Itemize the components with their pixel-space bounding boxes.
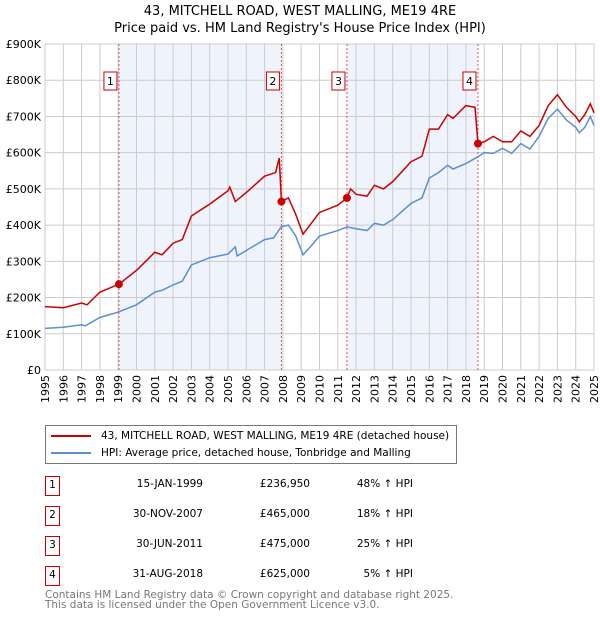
x-tick-label: 2014	[387, 375, 400, 403]
sale-hpi-diff: 25% ↑ HPI	[356, 538, 413, 550]
sale-hpi-diff: 18% ↑ HPI	[356, 508, 413, 520]
sale-price: £236,950	[259, 478, 310, 490]
sale-row: 3 30-JUN-2011 £475,000 25% ↑ HPI	[45, 536, 505, 556]
x-tick-label: 2005	[222, 375, 235, 403]
x-tick-label: 2003	[185, 375, 198, 403]
x-tick-label: 2023	[551, 375, 564, 403]
sale-marker-label: 1	[107, 75, 114, 88]
sale-date: 30-JUN-2011	[136, 538, 203, 550]
x-tick-label: 2016	[423, 375, 436, 403]
y-tick-label: £100K	[6, 328, 42, 341]
x-tick-label: 1998	[94, 375, 107, 403]
x-tick-label: 2020	[497, 375, 510, 403]
x-tick-label: 2006	[240, 375, 253, 403]
y-tick-label: £0	[27, 364, 41, 377]
footer-line: This data is licensed under the Open Gov…	[45, 599, 380, 611]
sale-marker-label: 4	[466, 75, 473, 88]
y-tick-label: £900K	[6, 38, 42, 51]
x-tick-label: 1999	[112, 375, 125, 403]
y-tick-label: £500K	[6, 183, 42, 196]
sale-row: 1 15-JAN-1999 £236,950 48% ↑ HPI	[45, 476, 505, 496]
sale-point	[277, 197, 286, 206]
x-tick-label: 2009	[295, 375, 308, 403]
sale-hpi-diff: 5% ↑ HPI	[363, 568, 413, 580]
y-tick-label: £800K	[6, 74, 42, 87]
x-tick-label: 2021	[515, 375, 528, 403]
sale-marker-badge	[265, 71, 280, 91]
x-tick-label: 2022	[533, 375, 546, 403]
sale-price: £465,000	[259, 508, 310, 520]
y-tick-label: £600K	[6, 147, 42, 160]
chart-subtitle: Price paid vs. HM Land Registry's House …	[114, 21, 486, 36]
legend-item-property: 43, MITCHELL ROAD, WEST MALLING, ME19 4R…	[46, 428, 449, 444]
shaded-period	[346, 44, 478, 370]
sale-badge: 2	[45, 506, 60, 526]
y-tick-label: £200K	[6, 292, 42, 305]
y-tick-label: £300K	[6, 255, 42, 268]
legend-item-hpi: HPI: Average price, detached house, Tonb…	[46, 445, 411, 461]
sale-marker-label: 2	[269, 75, 276, 88]
x-tick-label: 2010	[314, 375, 327, 403]
sale-price: £625,000	[259, 568, 310, 580]
sale-badge: 4	[45, 566, 60, 586]
sale-marker-badge	[331, 71, 346, 91]
x-tick-label: 2000	[131, 375, 144, 403]
sale-date: 15-JAN-1999	[136, 478, 203, 490]
sale-marker-label: 3	[335, 75, 342, 88]
x-tick-label: 2012	[350, 375, 363, 403]
x-tick-label: 2007	[259, 375, 272, 403]
x-tick-label: 2001	[149, 375, 162, 403]
sale-date: 31-AUG-2018	[132, 568, 203, 580]
legend-label: HPI: Average price, detached house, Tonb…	[101, 447, 411, 459]
sale-hpi-diff: 48% ↑ HPI	[356, 478, 413, 490]
x-tick-label: 1995	[39, 375, 52, 403]
footer-line: Contains HM Land Registry data © Crown c…	[45, 589, 454, 601]
legend: 43, MITCHELL ROAD, WEST MALLING, ME19 4R…	[45, 425, 457, 464]
sale-point	[114, 280, 123, 289]
sale-point	[342, 193, 351, 202]
sale-badge: 1	[45, 476, 60, 496]
y-tick-label: £400K	[6, 219, 42, 232]
sale-date: 30-NOV-2007	[132, 508, 203, 520]
x-tick-label: 2013	[368, 375, 381, 403]
sale-price: £475,000	[259, 538, 310, 550]
sale-row: 2 30-NOV-2007 £465,000 18% ↑ HPI	[45, 506, 505, 526]
x-tick-label: 2015	[405, 375, 418, 403]
x-tick-label: 2008	[277, 375, 290, 403]
hpi-line	[44, 108, 595, 330]
x-tick-label: 2011	[332, 375, 345, 403]
x-tick-label: 2002	[167, 375, 180, 403]
sale-point	[473, 139, 482, 148]
property-price-line	[44, 93, 595, 309]
x-tick-label: 2025	[588, 375, 600, 403]
chart-title: 43, MITCHELL ROAD, WEST MALLING, ME19 4R…	[143, 4, 457, 19]
sale-marker-badge	[103, 71, 118, 91]
x-tick-label: 2024	[570, 375, 583, 403]
x-tick-label: 1996	[57, 375, 70, 403]
x-tick-label: 2018	[460, 375, 473, 403]
x-tick-label: 2017	[442, 375, 455, 403]
x-tick-label: 2004	[204, 375, 217, 403]
x-tick-label: 1997	[76, 375, 89, 403]
sale-row: 4 31-AUG-2018 £625,000 5% ↑ HPI	[45, 566, 505, 586]
x-tick-label: 2019	[478, 375, 491, 403]
y-tick-label: £700K	[6, 110, 42, 123]
sale-badge: 3	[45, 536, 60, 556]
footer: Contains HM Land Registry data © Crown c…	[45, 589, 454, 611]
sale-marker-badge	[462, 71, 477, 91]
price-chart: 1995 1996 1997 1998 1999 2000 2001 2002 2003 2004…	[6, 38, 600, 403]
shaded-period	[118, 44, 282, 370]
legend-label: 43, MITCHELL ROAD, WEST MALLING, ME19 4R…	[101, 430, 450, 442]
